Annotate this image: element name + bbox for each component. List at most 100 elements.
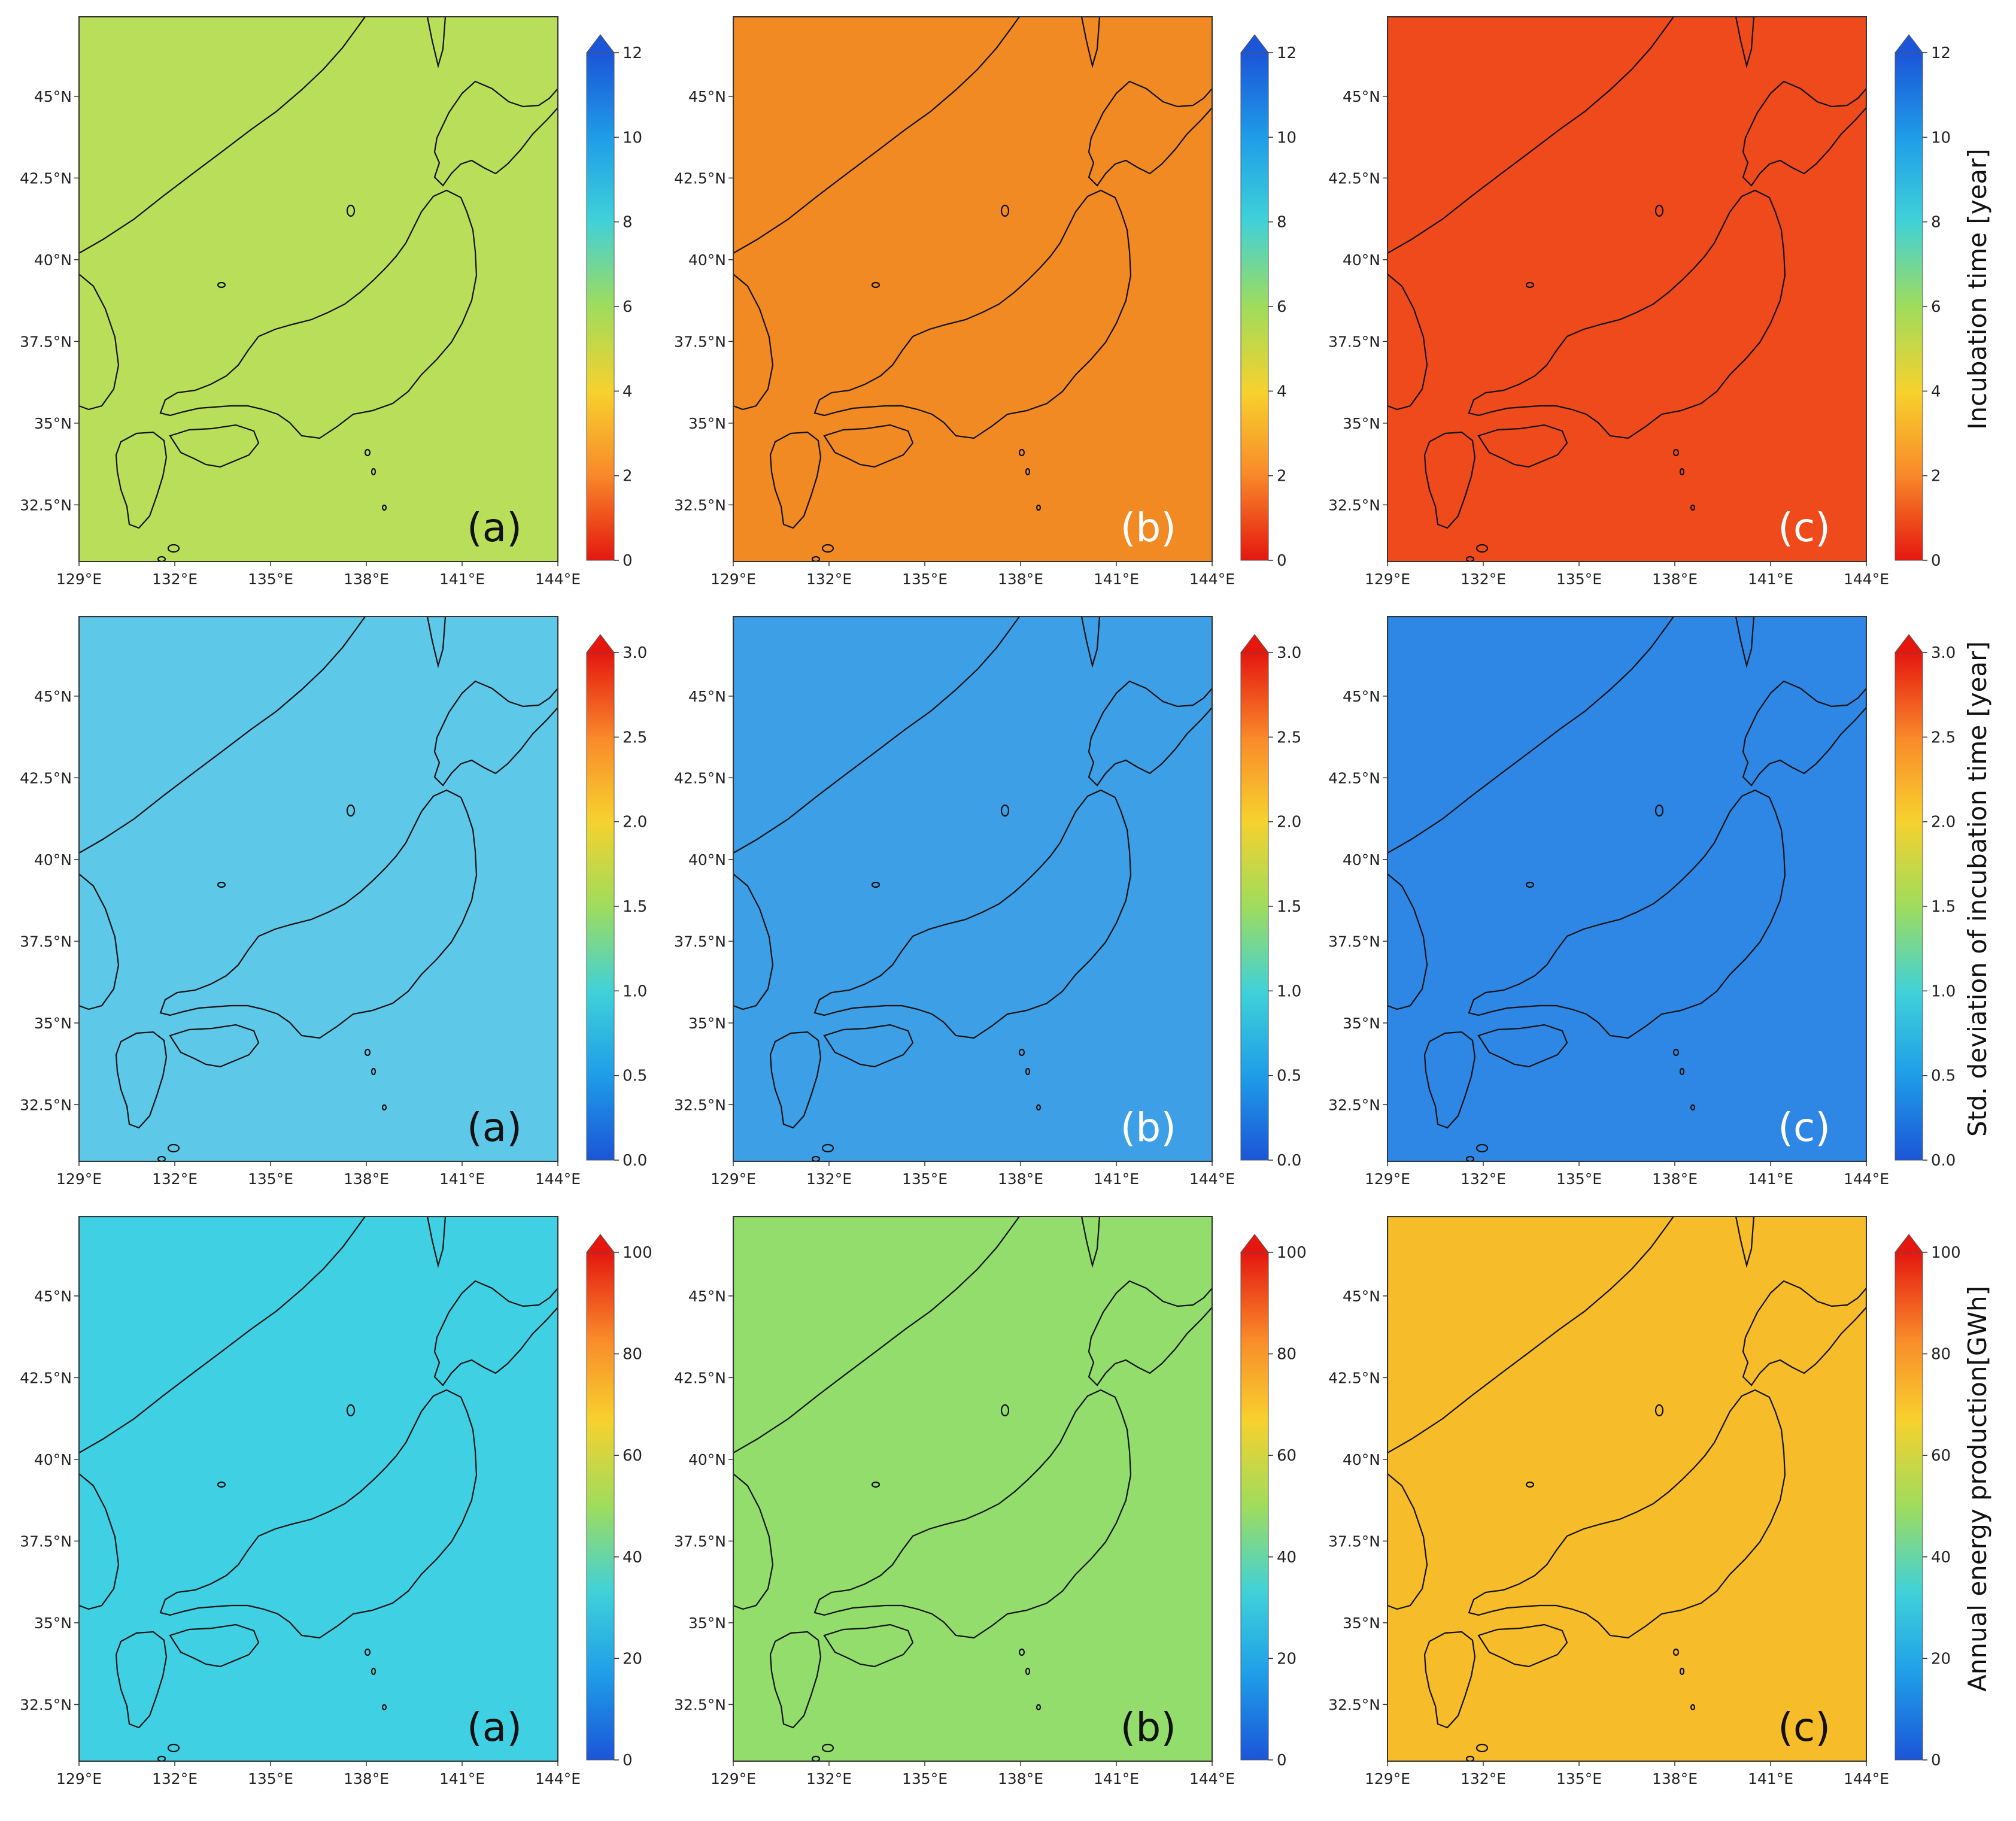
- lat-tick-label: 42.5°N: [674, 1369, 726, 1386]
- lon-tick-label: 141°E: [1748, 1170, 1793, 1188]
- lat-tick-label: 35°N: [688, 1015, 726, 1032]
- lat-tick-label: 45°N: [688, 688, 726, 705]
- map-panel-row2-c: 45°N 42.5°N 40°N 37.5°N 35°N 32.5°N 129°E 132°E…: [1328, 616, 1889, 1188]
- lat-tick-label: 37.5°N: [674, 933, 726, 950]
- lon-tick-label: 129°E: [711, 1770, 756, 1787]
- colorbar-gradient: [1240, 1252, 1269, 1761]
- lon-tick-label: 141°E: [1094, 1170, 1139, 1188]
- colorbar-tick-label: 10: [1277, 129, 1297, 147]
- lat-tick-label: 45°N: [34, 88, 72, 105]
- panel-label-c: (c): [1778, 505, 1830, 551]
- colorbar-tick-label: 1.0: [623, 982, 647, 1000]
- lat-tick-label: 42.5°N: [1328, 769, 1380, 787]
- colorbar-gradient: [1894, 652, 1923, 1161]
- lon-tick-label: 135°E: [248, 1770, 293, 1787]
- colorbar-tick-label: 2: [623, 468, 633, 485]
- colorbar-tick-label: 60: [623, 1447, 642, 1465]
- colorbar-tick-label: 8: [1277, 214, 1287, 232]
- lon-tick-label: 141°E: [439, 570, 485, 588]
- lat-tick-label: 37.5°N: [1328, 933, 1380, 950]
- lon-tick-label: 138°E: [344, 1170, 389, 1188]
- lon-tick-label: 132°E: [806, 1770, 852, 1787]
- colorbar-row2-c: 0.0 0.5 1.0 1.5 2.0 2.5 3.0: [1894, 634, 1956, 1170]
- lat-tick-label: 37.5°N: [20, 333, 72, 350]
- colorbar-tick-label: 100: [1277, 1244, 1307, 1262]
- panel-label-b: (b): [1121, 1704, 1176, 1750]
- lon-tick-label: 129°E: [1365, 570, 1410, 588]
- lon-tick-label: 144°E: [1189, 1770, 1235, 1787]
- lat-tick-label: 32.5°N: [674, 496, 726, 514]
- panel-label-c: (c): [1778, 1104, 1830, 1151]
- colorbar-tick-label: 80: [623, 1346, 642, 1364]
- lat-tick-label: 32.5°N: [674, 1696, 726, 1713]
- colorbar-tick-label: 12: [623, 44, 642, 62]
- row-title-1: Incubation time [year]: [1963, 148, 1992, 430]
- colorbar-tick-label: 0.5: [1277, 1067, 1301, 1085]
- lat-tick-label: 35°N: [1343, 1614, 1380, 1632]
- lat-tick-label: 42.5°N: [674, 169, 726, 187]
- colorbar-tick-label: 12: [1931, 44, 1951, 62]
- colorbar-tick-label: 3.0: [623, 644, 647, 662]
- lon-tick-label: 141°E: [1748, 1770, 1793, 1787]
- lon-tick-label: 141°E: [439, 1170, 485, 1188]
- lon-tick-label: 129°E: [1365, 1770, 1410, 1787]
- panel-label-b: (b): [1121, 505, 1176, 551]
- colorbar-gradient: [586, 1252, 615, 1761]
- colorbar-tick-label: 4: [1931, 383, 1941, 400]
- colorbar-tick-label: 2.5: [1931, 729, 1956, 746]
- colorbar-extend-arrow: [585, 34, 615, 53]
- lon-tick-label: 135°E: [248, 570, 293, 588]
- lon-tick-label: 129°E: [56, 570, 102, 588]
- colorbar-row1-b: 0 2 4 6 8 10 12: [1240, 34, 1297, 570]
- colorbar-tick-label: 0.0: [1931, 1152, 1956, 1170]
- lat-tick-label: 40°N: [1343, 1451, 1380, 1468]
- lat-tick-label: 32.5°N: [1328, 1696, 1380, 1713]
- lon-tick-label: 144°E: [535, 1770, 581, 1787]
- lon-tick-label: 141°E: [1748, 570, 1793, 588]
- lat-tick-label: 40°N: [34, 1451, 72, 1468]
- colorbar-tick-label: 1.5: [1277, 898, 1301, 916]
- colorbar-tick-label: 2.0: [623, 814, 647, 831]
- colorbar-extend-arrow: [1240, 634, 1270, 653]
- lat-tick-label: 40°N: [688, 851, 726, 869]
- panel-frame: [1387, 616, 1867, 1162]
- lon-tick-label: 138°E: [344, 1770, 389, 1787]
- lat-tick-label: 45°N: [34, 688, 72, 705]
- colorbar-tick-label: 20: [623, 1650, 642, 1668]
- colorbar-tick-label: 8: [1931, 214, 1941, 232]
- colorbar-tick-label: 0: [1931, 1752, 1941, 1770]
- lat-tick-label: 37.5°N: [1328, 333, 1380, 350]
- panel-label-b: (b): [1121, 1104, 1176, 1151]
- lat-tick-label: 45°N: [688, 88, 726, 105]
- map-panel-row3-b: 45°N 42.5°N 40°N 37.5°N 35°N 32.5°N 129°E 132°E…: [674, 1216, 1235, 1787]
- lat-tick-label: 42.5°N: [20, 1369, 72, 1386]
- lon-tick-label: 132°E: [152, 1770, 198, 1787]
- colorbar-tick-label: 0: [1931, 552, 1941, 570]
- colorbar-extend-arrow: [1894, 634, 1924, 653]
- lat-tick-label: 37.5°N: [674, 1532, 726, 1550]
- colorbar-row1-c: 0 2 4 6 8 10 12: [1894, 34, 1951, 570]
- lat-tick-label: 35°N: [34, 1015, 72, 1032]
- colorbar-tick-label: 10: [623, 129, 642, 147]
- colorbar-tick-label: 20: [1277, 1650, 1297, 1668]
- lon-tick-label: 138°E: [1652, 1170, 1698, 1188]
- colorbar-tick-label: 100: [623, 1244, 652, 1262]
- lat-tick-label: 42.5°N: [20, 169, 72, 187]
- colorbar-tick-label: 10: [1931, 129, 1951, 147]
- colorbar-tick-label: 6: [1277, 298, 1287, 316]
- colorbar-tick-label: 0: [1277, 552, 1287, 570]
- lon-tick-label: 135°E: [902, 570, 948, 588]
- colorbar-tick-label: 0: [1277, 1752, 1287, 1770]
- colorbar-row2-b: 0.0 0.5 1.0 1.5 2.0 2.5 3.0: [1240, 634, 1301, 1170]
- lon-tick-label: 144°E: [1844, 1770, 1889, 1787]
- lat-tick-label: 40°N: [1343, 851, 1380, 869]
- panel-frame: [733, 616, 1213, 1162]
- map-panel-row2-a: 45°N 42.5°N 40°N 37.5°N 35°N 32.5°N 129°E 132°E…: [20, 616, 581, 1188]
- lon-tick-label: 129°E: [56, 1170, 102, 1188]
- colorbar-tick-label: 60: [1277, 1447, 1297, 1465]
- lat-tick-label: 35°N: [34, 1614, 72, 1632]
- lon-tick-label: 135°E: [1556, 570, 1602, 588]
- colorbar-row2-a: 0.0 0.5 1.0 1.5 2.0 2.5 3.0: [585, 634, 647, 1170]
- colorbar-row3-a: 0 20 40 60 80 100: [585, 1234, 652, 1770]
